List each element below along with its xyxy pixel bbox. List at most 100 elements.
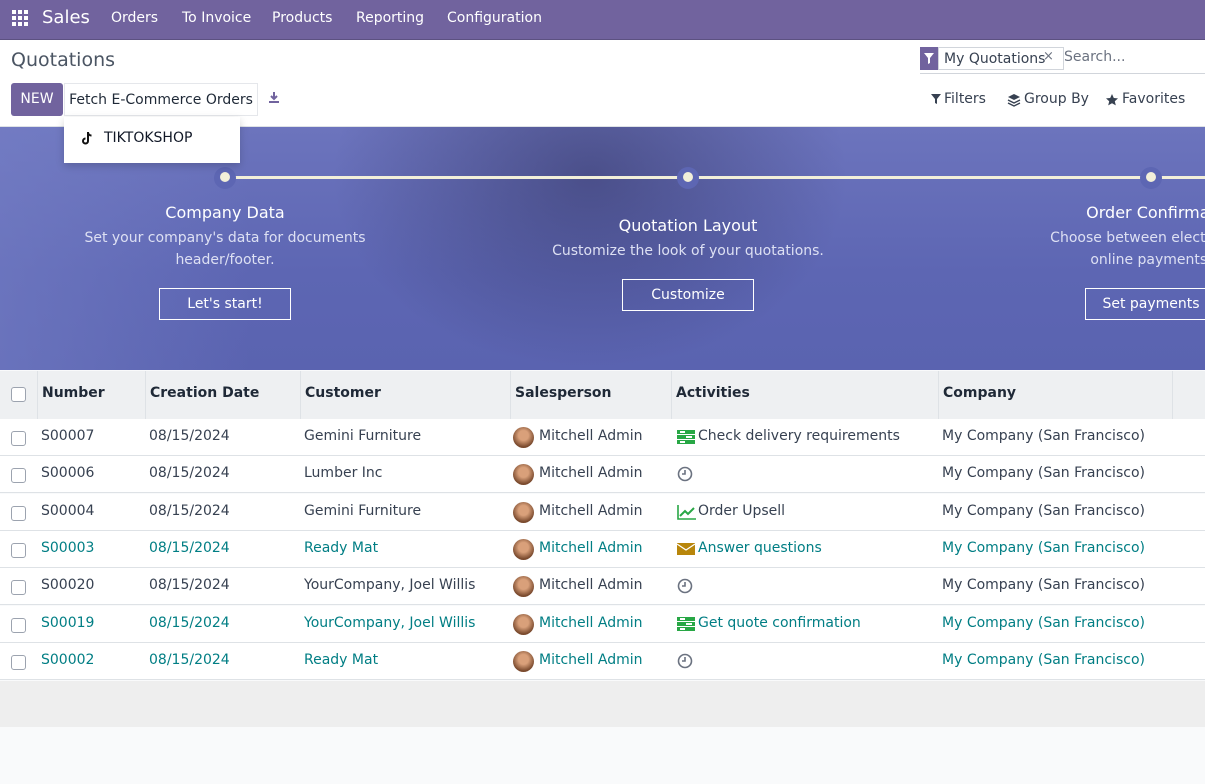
cell-salesperson[interactable]: Mitchell Admin [539,428,643,444]
cell-company[interactable]: My Company (San Francisco) [942,502,1145,519]
cell-company[interactable]: My Company (San Francisco) [942,577,1145,594]
cell-salesperson[interactable]: Mitchell Admin [539,651,643,668]
menu-item[interactable]: Reporting [356,10,425,26]
menu-item[interactable]: To Invoice [182,10,252,26]
cell-date[interactable]: 08/15/2024 [149,651,230,668]
menu-item[interactable]: Orders [111,10,159,26]
favorites-toggle[interactable]: Favorites [1122,91,1186,107]
avatar [513,538,534,560]
cell-activity[interactable]: Get quote confirmation [698,614,861,631]
row-checkbox[interactable] [11,431,26,446]
column-header[interactable]: Creation Date [150,385,260,401]
column-separator [37,371,38,419]
row-checkbox[interactable] [11,654,26,670]
cell-date[interactable]: 08/15/2024 [149,614,230,631]
avatar [513,501,534,523]
cell-customer[interactable]: Ready Mat [304,539,379,556]
progress-line [225,176,1205,179]
banner-shade [0,127,250,370]
avatar [513,576,534,598]
table-row[interactable] [0,456,1205,494]
select-all-checkbox[interactable] [11,387,26,402]
cell-company[interactable]: My Company (San Francisco) [942,539,1145,556]
step-title: Order Confirmat [1086,203,1205,222]
cell-company[interactable]: My Company (San Francisco) [942,465,1145,482]
group-by-toggle[interactable]: Group By [1024,91,1089,107]
cell-customer[interactable]: Gemini Furniture [304,428,422,444]
cell-customer[interactable]: YourCompany, Joel Willis [304,614,476,631]
cell-customer[interactable]: Gemini Furniture [304,502,422,519]
menu-item[interactable]: Products [272,10,333,26]
cell-customer[interactable]: Lumber Inc [304,465,383,482]
step-button[interactable]: Set payments [1085,288,1205,320]
avatar [513,427,534,448]
activity-icon [677,504,697,524]
facet-remove[interactable]: × [1043,49,1054,64]
row-checkbox[interactable] [11,542,26,558]
column-header[interactable]: Salesperson [515,385,612,401]
step-dot [220,172,230,182]
app-name[interactable]: Sales [42,7,90,28]
column-header[interactable]: Customer [305,385,381,401]
table-row[interactable] [0,568,1205,606]
menu-item[interactable]: Configuration [447,10,542,26]
column-separator [938,371,939,419]
onboarding-banner: Company Data Set your company's data for … [0,127,1205,370]
fetch-button[interactable]: Fetch E-Commerce Orders [64,83,258,116]
cell-customer[interactable]: Ready Mat [304,651,379,668]
cell-date[interactable]: 08/15/2024 [149,428,230,444]
cell-number[interactable]: S00003 [41,539,95,556]
cell-company[interactable]: My Company (San Francisco) [942,651,1145,668]
table-row[interactable] [0,419,1205,456]
cell-number[interactable]: S00006 [41,465,95,482]
cell-salesperson[interactable]: Mitchell Admin [539,502,643,519]
step-description: online payments. [1090,252,1205,268]
cell-number[interactable]: S00007 [41,428,95,444]
dropdown-item[interactable]: TIKTOKSHOP [104,130,193,146]
download-icon[interactable] [268,91,281,108]
cell-activity[interactable]: Order Upsell [698,502,786,519]
cell-number[interactable]: S00002 [41,651,95,668]
cell-salesperson[interactable]: Mitchell Admin [539,577,643,594]
cell-company[interactable]: My Company (San Francisco) [942,428,1145,444]
apps-menu-icon[interactable] [12,10,28,30]
column-header[interactable]: Activities [676,385,750,401]
cell-date[interactable]: 08/15/2024 [149,539,230,556]
cell-number[interactable]: S00019 [41,614,95,631]
page-title: Quotations [11,49,116,71]
filters-toggle[interactable]: Filters [944,91,986,107]
cell-salesperson[interactable]: Mitchell Admin [539,465,643,482]
cell-date[interactable]: 08/15/2024 [149,502,230,519]
row-checkbox[interactable] [11,617,26,633]
cell-salesperson[interactable]: Mitchell Admin [539,614,643,631]
avatar [513,650,534,672]
table-row[interactable] [0,605,1205,643]
step-button[interactable]: Customize [622,279,754,311]
cell-number[interactable]: S00020 [41,577,95,594]
cell-customer[interactable]: YourCompany, Joel Willis [304,577,476,594]
cell-number[interactable]: S00004 [41,502,95,519]
cell-date[interactable]: 08/15/2024 [149,465,230,482]
cell-date[interactable]: 08/15/2024 [149,577,230,594]
table-row[interactable] [0,642,1205,680]
row-checkbox[interactable] [11,505,26,521]
new-button[interactable]: NEW [11,83,63,116]
activity-icon [677,578,697,598]
cell-salesperson[interactable]: Mitchell Admin [539,539,643,556]
step-title: Quotation Layout [618,216,758,235]
search-input[interactable]: Search... [1064,49,1126,65]
activity-icon [677,616,697,636]
column-header[interactable]: Number [42,385,105,401]
search-facet[interactable]: My Quotations [938,47,1065,70]
row-checkbox[interactable] [11,580,26,596]
column-header[interactable]: Company [943,385,1017,401]
cell-company[interactable]: My Company (San Francisco) [942,614,1145,631]
row-checkbox[interactable] [11,468,26,484]
activity-icon [677,653,697,673]
step-button[interactable]: Let's start! [159,288,291,320]
table-row[interactable] [0,530,1205,568]
cell-activity[interactable]: Answer questions [698,539,822,556]
cell-activity[interactable]: Check delivery requirements [698,428,900,444]
table-row[interactable] [0,493,1205,531]
banner-shade [330,127,850,370]
